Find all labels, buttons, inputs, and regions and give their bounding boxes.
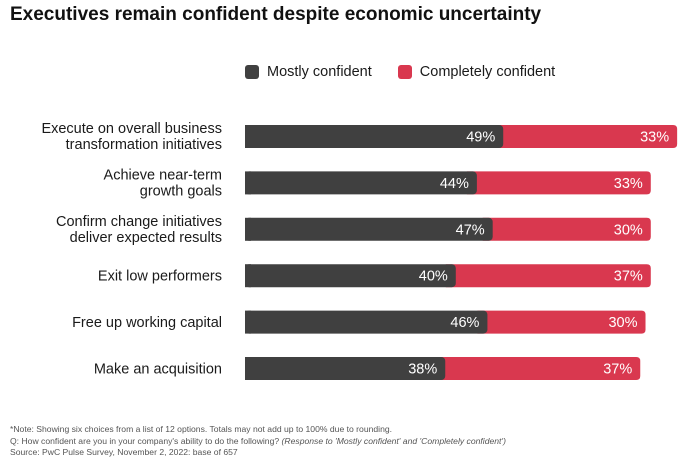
bar-completely-confident (477, 310, 646, 334)
data-label-mostly: 40% (419, 269, 448, 285)
data-label-completely: 33% (614, 176, 643, 192)
data-label-mostly: 38% (408, 362, 437, 378)
data-label-mostly: 49% (466, 130, 495, 146)
note-line: *Note: Showing six choices from a list o… (10, 424, 393, 434)
category-label: deliver expected results (70, 230, 222, 246)
data-label-completely: 30% (614, 222, 643, 238)
category-label: Free up working capital (72, 315, 222, 331)
response-text: (Response to 'Mostly confident' and 'Com… (281, 435, 506, 446)
bar-completely-confident (466, 171, 651, 195)
category-label: Confirm change initiatives (56, 214, 222, 230)
category-label: Make an acquisition (94, 362, 222, 378)
category-label: Execute on overall business (41, 121, 222, 137)
bar-mostly-confident-left-edge (245, 125, 251, 148)
question-line: Q: How confident are you in your company… (10, 436, 506, 448)
bar-mostly-confident-left-edge (245, 310, 251, 334)
data-label-completely: 33% (640, 130, 669, 146)
data-label-completely: 37% (603, 362, 632, 378)
data-label-completely: 37% (614, 269, 643, 285)
category-label: Exit low performers (98, 269, 222, 285)
footnotes: *Note: Showing six choices from a list o… (10, 424, 506, 459)
data-label-mostly: 47% (456, 222, 485, 238)
bar-mostly-confident (245, 217, 493, 241)
bar-completely-confident (435, 357, 641, 380)
bar-mostly-confident (245, 357, 446, 380)
legend-label-completely: Completely confident (419, 64, 556, 80)
source-line: Source: PwC Pulse Survey, November 2, 20… (10, 447, 238, 457)
legend-swatch-mostly (245, 65, 259, 79)
legend: Mostly confident Completely confident (245, 64, 581, 80)
data-label-mostly: 46% (450, 315, 479, 331)
bar-mostly-confident (245, 264, 456, 288)
bar-mostly-confident-left-edge (245, 264, 251, 288)
data-label-completely: 30% (608, 315, 637, 331)
legend-item-completely: Completely confident (397, 64, 556, 80)
bar-mostly-confident-left-edge (245, 171, 251, 195)
chart-title: Executives remain confident despite econ… (10, 4, 542, 25)
bar-completely-confident (482, 217, 651, 241)
bar-completely-confident (445, 264, 651, 288)
legend-label-mostly: Mostly confident (267, 64, 372, 80)
bar-mostly-confident (245, 310, 488, 334)
legend-swatch-completely (397, 65, 412, 79)
bar-mostly-confident-left-edge (245, 217, 251, 241)
bar-chart: 49% 33% Execute on overall businesstransfo… (41, 121, 678, 380)
category-label: Achieve near-term (104, 167, 222, 183)
bar-mostly-confident-left-edge (245, 357, 251, 380)
data-label-mostly: 44% (440, 176, 469, 192)
question-text: Q: How confident are you in your company… (10, 435, 280, 446)
bar-mostly-confident (245, 125, 504, 148)
bar-mostly-confident (245, 171, 477, 195)
category-label: transformation initiatives (66, 137, 222, 153)
category-label: growth goals (140, 183, 222, 199)
legend-item-mostly: Mostly confident (245, 64, 372, 80)
bar-completely-confident (493, 125, 678, 148)
